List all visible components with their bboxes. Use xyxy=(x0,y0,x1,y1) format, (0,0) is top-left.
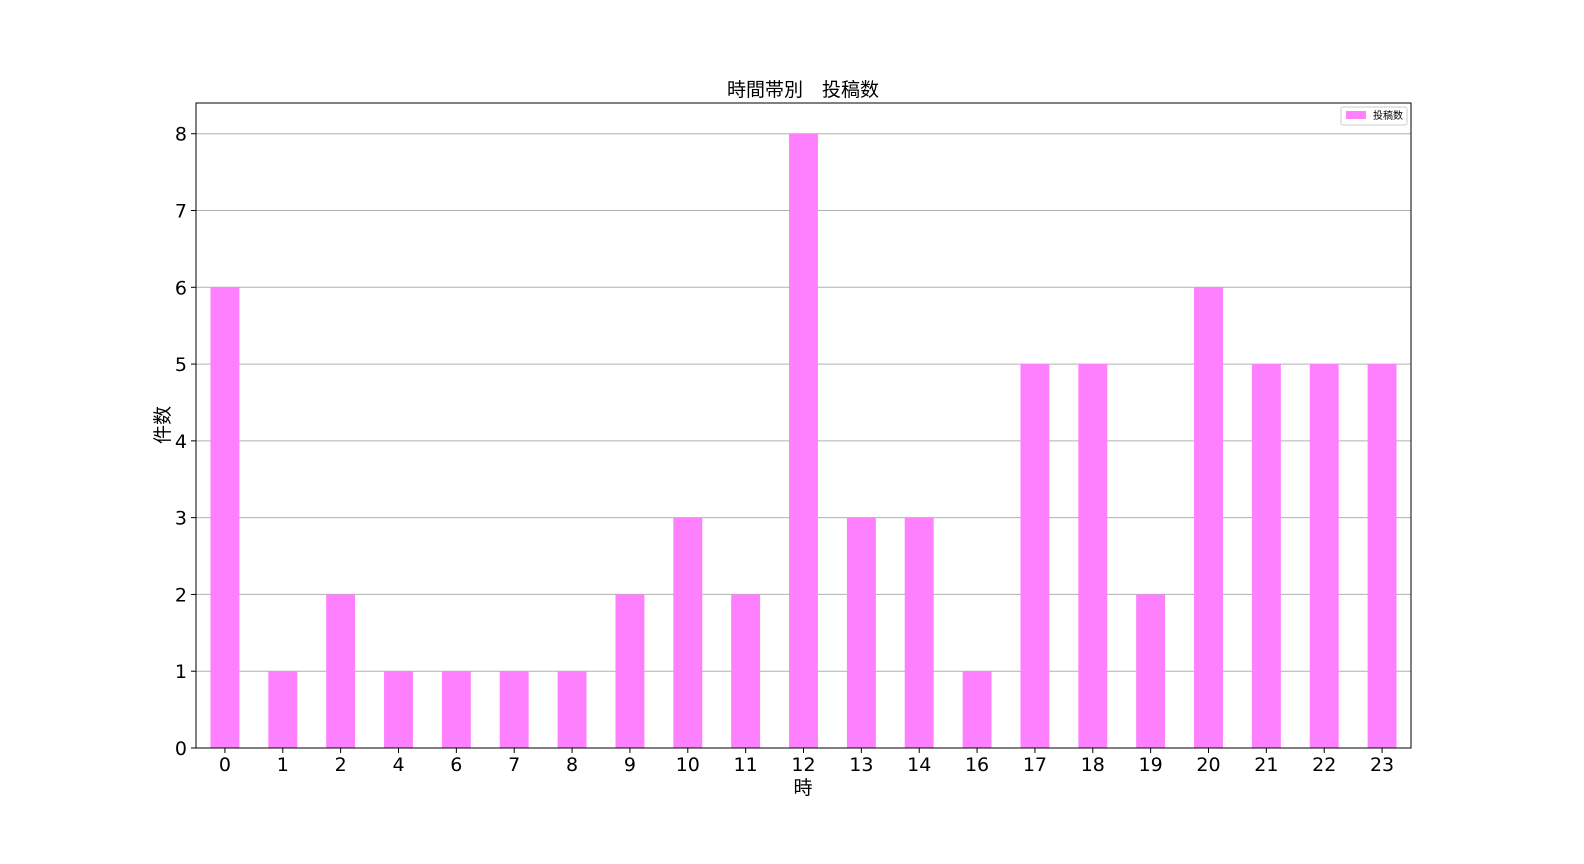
x-tick-label: 9 xyxy=(624,754,636,776)
bars xyxy=(210,133,1397,748)
y-tick-label: 1 xyxy=(175,661,187,683)
bar-14 xyxy=(904,517,934,748)
bar-18 xyxy=(1078,364,1108,748)
x-tick-label: 17 xyxy=(1023,754,1047,776)
x-tick-label: 10 xyxy=(676,754,700,776)
x-axis-label: 時 xyxy=(793,777,812,799)
x-tick-label: 21 xyxy=(1254,754,1278,776)
y-axis-label: 件数 xyxy=(152,406,174,444)
legend: 投稿数 xyxy=(1340,106,1408,126)
x-tick-label: 1 xyxy=(277,754,289,776)
x-tick-label: 22 xyxy=(1312,754,1336,776)
bar-11 xyxy=(731,594,761,748)
x-tick-label: 20 xyxy=(1196,754,1220,776)
bar-12 xyxy=(789,133,818,748)
bar-21 xyxy=(1251,364,1281,748)
bar-10 xyxy=(673,517,703,748)
y-tick-label: 7 xyxy=(175,201,187,223)
x-tick-label: 23 xyxy=(1370,754,1394,776)
bar-2 xyxy=(326,594,356,748)
y-tick-label: 8 xyxy=(175,124,187,146)
x-tick-label: 19 xyxy=(1139,754,1163,776)
y-tick-label: 3 xyxy=(175,508,187,530)
x-tick-label: 2 xyxy=(335,754,347,776)
bar-9 xyxy=(615,594,645,748)
x-tick-label: 7 xyxy=(508,754,520,776)
bar-23 xyxy=(1367,364,1397,748)
bar-22 xyxy=(1309,364,1339,748)
bar-4 xyxy=(384,671,413,748)
bar-19 xyxy=(1136,594,1166,748)
x-tick-label: 0 xyxy=(219,754,231,776)
legend-swatch xyxy=(1346,111,1366,119)
bar-6 xyxy=(441,671,471,748)
bar-8 xyxy=(557,671,587,748)
x-tick-label: 18 xyxy=(1081,754,1105,776)
bar-20 xyxy=(1194,287,1223,748)
bar-7 xyxy=(499,671,529,748)
y-tick-label: 4 xyxy=(175,431,187,453)
bar-17 xyxy=(1020,364,1050,748)
y-tick-label: 6 xyxy=(175,277,187,299)
x-tick-label: 13 xyxy=(849,754,873,776)
bar-1 xyxy=(268,671,298,748)
x-tick-label: 6 xyxy=(450,754,462,776)
y-axis-ticks: 0 1 2 3 4 5 6 7 8 xyxy=(175,124,196,760)
chart-title: 時間帯別 投稿数 xyxy=(727,79,879,101)
x-tick-label: 16 xyxy=(965,754,989,776)
y-tick-label: 0 xyxy=(175,738,187,760)
bar-16 xyxy=(962,671,992,748)
y-tick-label: 2 xyxy=(175,584,187,606)
legend-label: 投稿数 xyxy=(1373,109,1403,122)
y-tick-label: 5 xyxy=(175,354,187,376)
x-tick-label: 11 xyxy=(734,754,758,776)
x-tick-label: 4 xyxy=(392,754,404,776)
bar-0 xyxy=(210,287,240,748)
x-tick-label: 8 xyxy=(566,754,578,776)
x-axis-ticks: 0 1 2 4 6 7 8 9 10 11 12 13 14 16 17 18 19 20 21 22 23 xyxy=(219,748,1394,776)
x-tick-label: 14 xyxy=(907,754,931,776)
x-tick-label: 12 xyxy=(791,754,815,776)
bar-13 xyxy=(846,517,876,748)
